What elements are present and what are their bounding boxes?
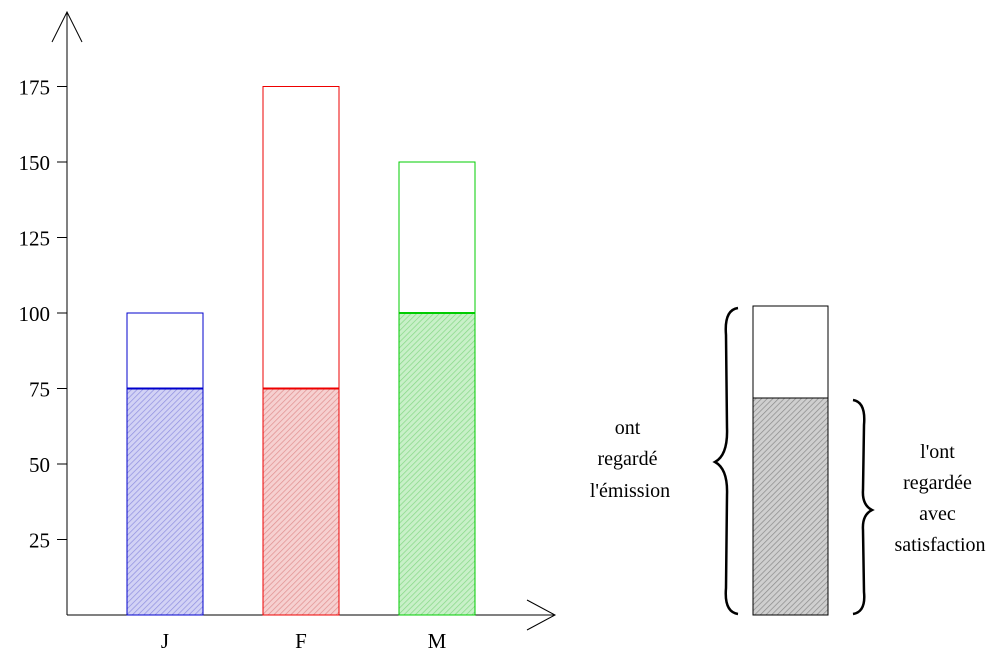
y-tick-label: 100: [19, 302, 51, 326]
x-axis-arrow: [526, 599, 557, 631]
bar-satisfied-F: [262, 388, 340, 616]
y-tick-label: 175: [19, 76, 51, 100]
legend-label-right: l'ont regardée avec satisfaction: [894, 441, 985, 556]
bar-satisfied-M: [398, 312, 476, 616]
y-tick-label: 125: [19, 227, 51, 251]
x-tick-label-J: J: [161, 629, 169, 652]
y-tick-label: 150: [19, 151, 51, 175]
legend: ont regardé l'émission l'ont regardée av…: [590, 305, 986, 616]
y-ticks: 25 50 75 100 125 150 175: [19, 76, 67, 553]
bars: [126, 86, 476, 616]
left-brace: [712, 306, 739, 616]
legend-label-left: ont regardé l'émission: [590, 417, 670, 502]
x-tick-label-F: F: [295, 629, 307, 652]
right-brace: [852, 398, 875, 616]
y-tick-label: 25: [29, 529, 50, 553]
y-tick-label: 50: [29, 453, 50, 477]
y-axis-arrow: [51, 10, 83, 43]
legend-box-fill: [752, 397, 829, 616]
bar-satisfied-J: [126, 388, 204, 616]
y-tick-label: 75: [29, 378, 50, 402]
x-tick-label-M: M: [428, 629, 447, 652]
